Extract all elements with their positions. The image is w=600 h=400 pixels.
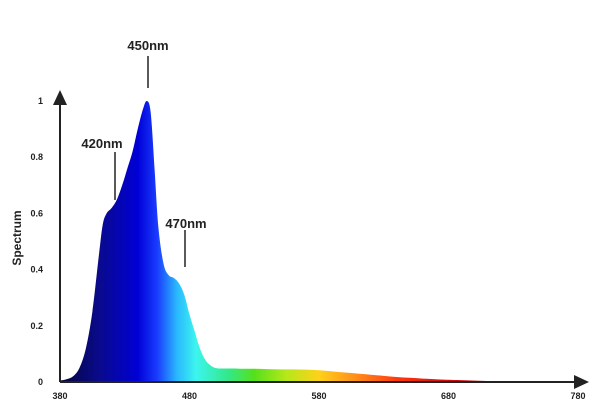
- spectrum-area: [60, 100, 578, 383]
- annotation-label: 470nm: [165, 216, 206, 231]
- x-tick-label: 380: [52, 391, 67, 400]
- y-tick-label: 0.6: [30, 208, 43, 218]
- y-tick-label: 0: [38, 377, 43, 387]
- y-tick-labels: 0 0.2 0.4 0.6 0.8 1: [30, 96, 43, 387]
- annotation-label: 450nm: [127, 38, 168, 53]
- y-axis-arrowhead: [53, 90, 67, 105]
- x-tick-label: 780: [570, 391, 585, 400]
- x-tick-labels: 380 480 580 680 780: [52, 391, 585, 400]
- y-tick-label: 0.8: [30, 152, 43, 162]
- y-tick-label: 1: [38, 96, 43, 106]
- area-layer: [60, 100, 578, 383]
- peak-annotations: 420nm 450nm 470nm: [81, 38, 207, 267]
- x-tick-label: 680: [441, 391, 456, 400]
- y-tick-label: 0.4: [30, 265, 43, 275]
- y-axis-title: Spectrum: [10, 210, 24, 265]
- annotation-label: 420nm: [81, 136, 122, 151]
- y-tick-label: 0.2: [30, 321, 43, 331]
- x-axis-arrowhead: [574, 375, 589, 389]
- x-tick-label: 580: [311, 391, 326, 400]
- x-tick-label: 480: [182, 391, 197, 400]
